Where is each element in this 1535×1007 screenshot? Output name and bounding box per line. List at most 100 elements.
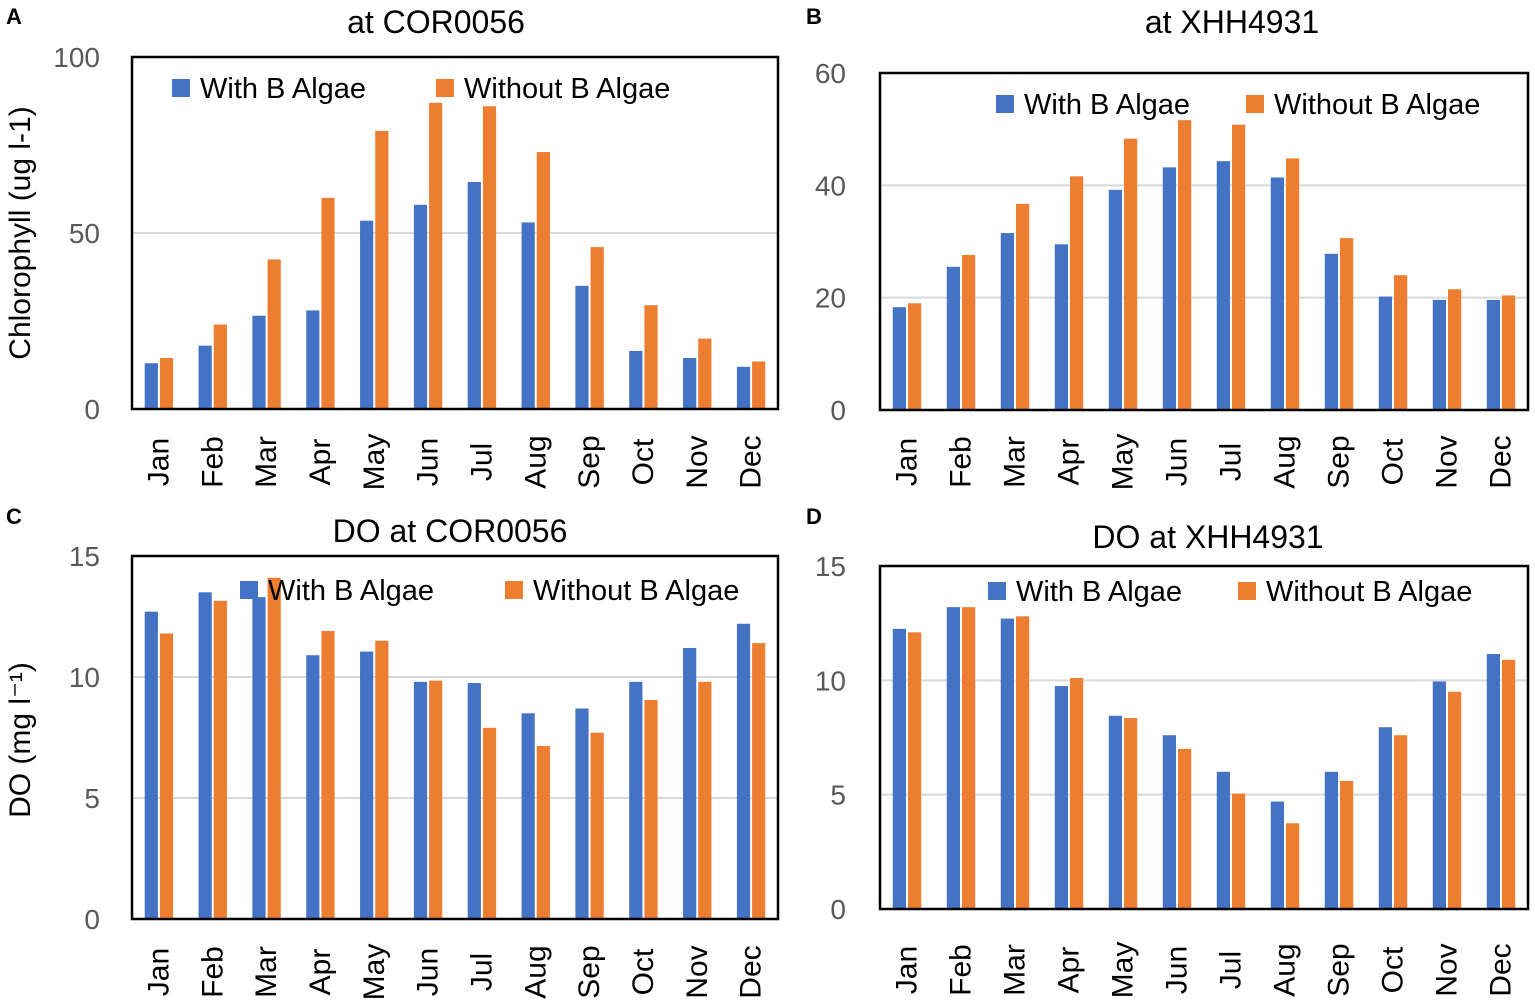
bar-without-b-algae-mar <box>1016 203 1030 410</box>
x-tick-label: Dec <box>735 435 768 488</box>
bar-with-b-algae-feb <box>946 607 960 909</box>
chart-title: at XHH4931 <box>1145 4 1319 40</box>
legend-swatch-without <box>505 581 523 599</box>
legend-swatch-with <box>240 581 258 599</box>
bar-with-b-algae-aug <box>521 222 535 409</box>
x-tick-label: Nov <box>1431 435 1464 488</box>
bar-with-b-algae-jul <box>467 181 481 409</box>
legend-label-with: With B Algae <box>1024 89 1190 121</box>
x-tick-label: Apr <box>304 439 337 486</box>
bar-without-b-algae-apr <box>1070 678 1084 909</box>
x-tick-label: Oct <box>627 438 660 485</box>
bar-with-b-algae-sep <box>1324 253 1338 410</box>
y-axis-label: Chlorophyll (ug l-1) <box>4 106 37 359</box>
bar-with-b-algae-aug <box>521 713 535 919</box>
bar-with-b-algae-oct <box>1378 727 1392 909</box>
panel-letter: C <box>6 504 22 529</box>
x-tick-label: Dec <box>1485 435 1518 488</box>
chart-title: at COR0056 <box>347 4 525 40</box>
panel-letter: B <box>806 4 822 29</box>
x-tick-label: Apr <box>304 949 337 996</box>
x-tick-label: May <box>1107 942 1140 999</box>
x-tick-label: Sep <box>573 435 606 488</box>
x-tick-label: Sep <box>573 945 606 998</box>
y-axis-label: DO (mg l⁻¹) <box>4 662 37 818</box>
x-tick-label: Jul <box>465 443 498 481</box>
bar-with-b-algae-dec <box>1486 654 1500 909</box>
bar-without-b-algae-jun <box>429 102 443 409</box>
chart-panel-d: D DO at XHH4931 0 5 10 15 Jan Feb Mar Apr May Jun Ju… <box>806 504 1530 999</box>
bar-without-b-algae-jan <box>908 303 922 410</box>
x-tick-label: Dec <box>735 945 768 998</box>
bar-without-b-algae-may <box>1124 718 1138 909</box>
bar-without-b-algae-jan <box>908 632 922 909</box>
bar-without-b-algae-aug <box>1286 823 1300 909</box>
y-tick-label: 0 <box>84 394 100 425</box>
bar-with-b-algae-nov <box>683 647 697 919</box>
bar-with-b-algae-jan <box>892 307 906 410</box>
bar-with-b-algae-jun <box>1162 167 1176 410</box>
bar-with-b-algae-may <box>1108 715 1122 909</box>
bar-without-b-algae-jun <box>429 680 443 919</box>
x-tick-label: Mar <box>999 436 1032 488</box>
legend-label-with: With B Algae <box>200 73 366 105</box>
bar-with-b-algae-jan <box>144 611 158 919</box>
y-tick-label: 100 <box>53 42 100 73</box>
bar-without-b-algae-may <box>1124 138 1138 410</box>
bar-with-b-algae-apr <box>306 310 320 409</box>
bar-without-b-algae-apr <box>321 631 335 919</box>
bar-without-b-algae-jan <box>159 633 174 919</box>
y-tick-label: 20 <box>815 283 846 314</box>
legend-label-without: Without B Algae <box>1274 89 1480 121</box>
bar-with-b-algae-oct <box>629 681 643 919</box>
x-tick-label: Jan <box>142 948 175 996</box>
bar-without-b-algae-dec <box>1502 295 1516 410</box>
bar-without-b-algae-oct <box>1394 275 1408 410</box>
bar-with-b-algae-jan <box>892 628 906 909</box>
bar-with-b-algae-nov <box>1432 299 1446 410</box>
bar-with-b-algae-jul <box>1216 771 1230 909</box>
bar-with-b-algae-may <box>360 220 374 409</box>
bar-with-b-algae-nov <box>683 357 697 409</box>
bar-without-b-algae-jun <box>1178 748 1192 909</box>
x-tick-label: May <box>1107 434 1140 491</box>
x-tick-label: Oct <box>627 948 660 995</box>
bar-without-b-algae-oct <box>1394 735 1408 909</box>
bar-without-b-algae-dec <box>752 643 766 919</box>
y-tick-label: 15 <box>69 541 100 572</box>
y-tick-label: 0 <box>84 904 100 935</box>
bar-without-b-algae-mar <box>267 259 281 409</box>
bar-with-b-algae-jun <box>413 681 428 919</box>
bar-with-b-algae-feb <box>198 592 212 919</box>
x-tick-label: Nov <box>1431 943 1464 996</box>
legend-swatch-with <box>988 582 1006 600</box>
x-tick-label: Jan <box>891 946 924 994</box>
chart-title: DO at XHH4931 <box>1092 519 1323 555</box>
bar-without-b-algae-nov <box>1448 691 1462 909</box>
bar-with-b-algae-apr <box>1054 686 1068 909</box>
x-tick-label: Jun <box>1161 438 1194 486</box>
x-tick-label: Mar <box>250 436 283 488</box>
bar-without-b-algae-sep <box>1340 780 1354 909</box>
bar-with-b-algae-jan <box>144 363 158 409</box>
x-tick-label: Jul <box>465 953 498 991</box>
x-tick-label: Mar <box>250 946 283 998</box>
bar-without-b-algae-nov <box>698 681 712 919</box>
y-tick-label: 40 <box>815 170 846 201</box>
bar-without-b-algae-nov <box>698 338 712 409</box>
bar-with-b-algae-dec <box>736 623 751 919</box>
bar-without-b-algae-may <box>375 640 389 919</box>
bar-without-b-algae-aug <box>536 745 550 919</box>
x-tick-label: Feb <box>196 436 229 488</box>
bar-with-b-algae-sep <box>1324 771 1338 909</box>
legend-label-without: Without B Algae <box>533 575 739 607</box>
bar-without-b-algae-mar <box>267 577 281 919</box>
bar-with-b-algae-oct <box>629 350 643 409</box>
bar-with-b-algae-feb <box>198 345 212 409</box>
bar-with-b-algae-mar <box>1000 618 1014 909</box>
bar-without-b-algae-apr <box>1070 176 1084 410</box>
chart-panel-c: C DO at COR0056 0 5 10 15 DO (mg l⁻¹) Jan Feb Mar… <box>4 504 780 1000</box>
legend-label-with: With B Algae <box>1016 576 1182 608</box>
bar-with-b-algae-mar <box>1000 233 1014 410</box>
